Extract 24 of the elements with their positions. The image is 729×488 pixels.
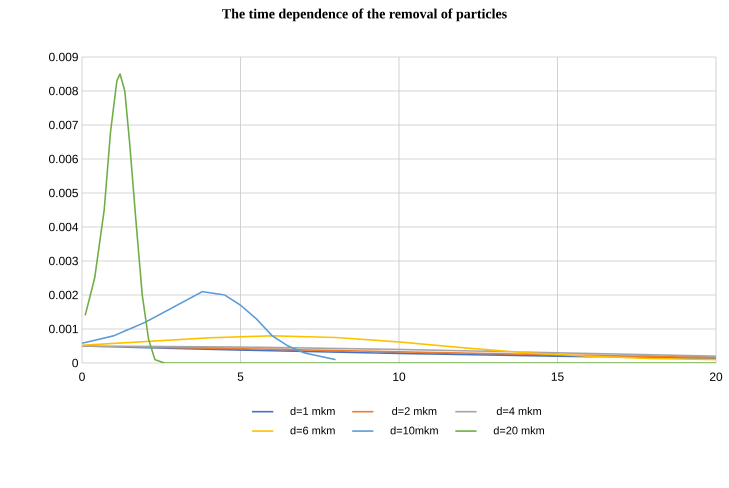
y-tick-label: 0.004 [49,222,78,232]
x-tick-label: 10 [393,372,406,381]
y-tick-label: 0.003 [49,256,78,266]
y-tick-label: 0.002 [49,290,78,300]
legend-label: d=10mkm [390,426,438,434]
chart-title: The time dependence of the removal of particles [222,8,507,22]
legend-label: d=20 mkm [494,426,544,434]
y-tick-label: 0.007 [49,120,78,130]
legend-label: d=1 mkm [290,406,335,416]
y-tick-label: 0.001 [49,324,78,334]
y-tick-label: 0.006 [49,154,78,164]
x-tick-label: 15 [552,372,564,381]
y-tick-label: 0.005 [49,188,78,198]
line-series [82,290,336,360]
x-tick-label: 0 [79,372,85,381]
y-tick-label: 0.009 [49,52,78,62]
legend-label: d=2 mkm [392,406,436,416]
x-tick-label: 20 [710,372,722,381]
y-tick-label: 0 [72,358,78,368]
y-tick-label: 0.008 [49,86,78,96]
line-series [82,335,716,360]
legend-label: d=4 mkm [496,406,541,416]
legend-label: d=6 mkm [290,426,335,434]
x-tick-label: 5 [238,372,244,381]
